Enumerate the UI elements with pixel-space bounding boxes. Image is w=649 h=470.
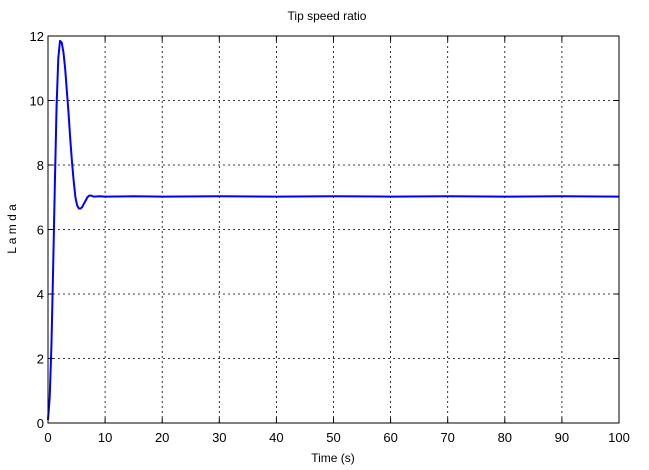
y-tick-label: 6 — [37, 223, 44, 238]
x-tick-label: 80 — [498, 430, 512, 445]
y-tick-label: 0 — [37, 416, 44, 431]
x-tick-label: 10 — [98, 430, 112, 445]
x-tick-label: 20 — [155, 430, 169, 445]
x-tick-label: 50 — [326, 430, 340, 445]
tick-labels: 0 10 20 30 40 50 60 70 80 90 100 0 2 4 6 8 10 12 — [30, 29, 630, 445]
y-tick-label: 12 — [30, 29, 44, 44]
x-tick-label: 100 — [608, 430, 630, 445]
y-axis-label: L a m d a — [5, 204, 19, 254]
series-layer — [47, 39, 620, 420]
x-tick-label: 30 — [212, 430, 226, 445]
series-line — [47, 39, 620, 420]
y-tick-label: 10 — [30, 94, 44, 109]
chart-title: Tip speed ratio — [288, 9, 367, 23]
y-tick-label: 2 — [37, 352, 44, 367]
x-tick-label: 0 — [44, 430, 51, 445]
y-tick-label: 8 — [37, 158, 44, 173]
x-tick-label: 90 — [555, 430, 569, 445]
grid — [48, 36, 619, 423]
x-axis-label: Time (s) — [311, 451, 355, 465]
x-tick-label: 60 — [383, 430, 397, 445]
x-tick-label: 70 — [440, 430, 454, 445]
y-tick-label: 4 — [37, 287, 44, 302]
x-tick-label: 40 — [269, 430, 283, 445]
plot-frame — [47, 35, 620, 424]
